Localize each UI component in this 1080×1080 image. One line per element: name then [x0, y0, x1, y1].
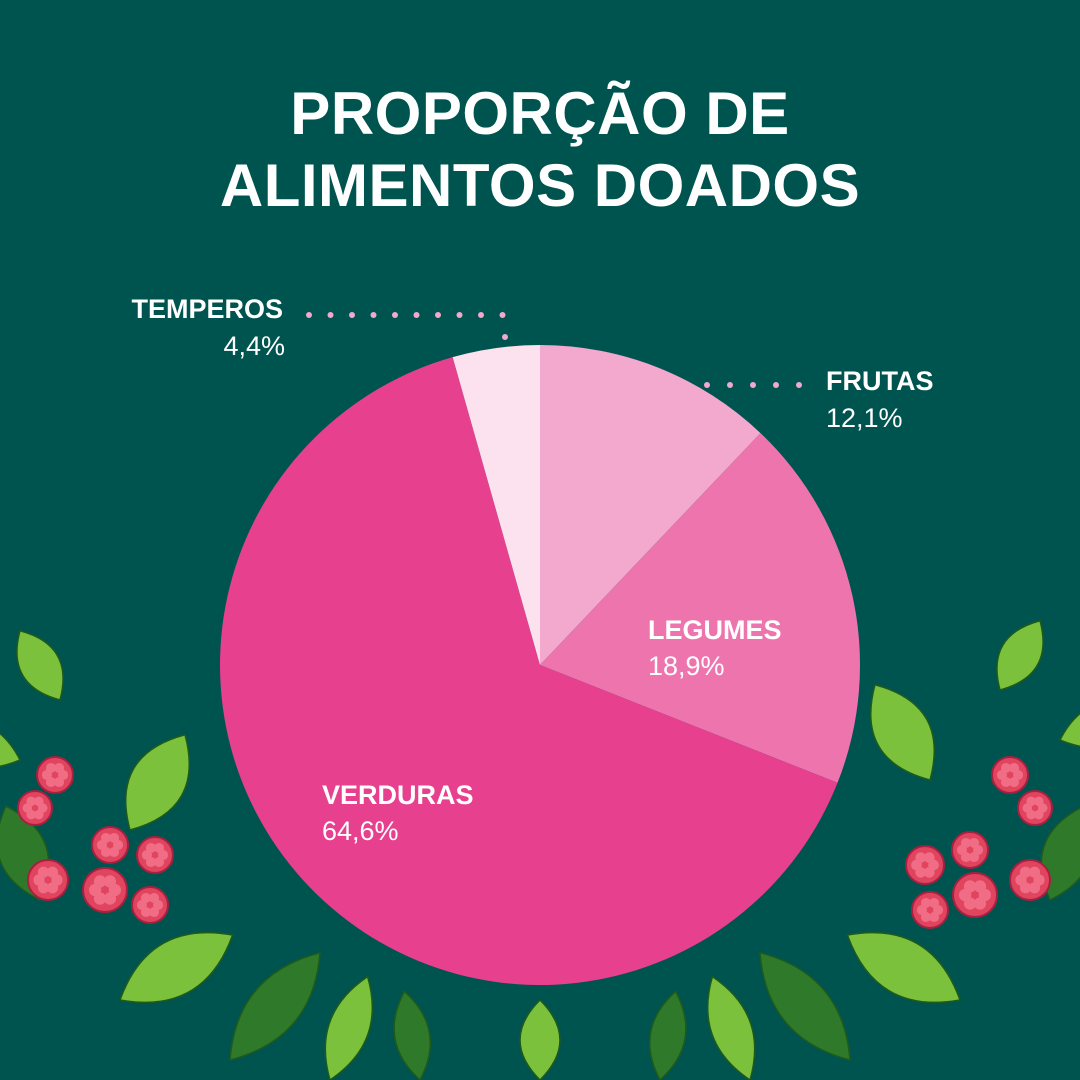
label-frutas: FRUTAS — [826, 366, 934, 396]
label-legumes: LEGUMES — [648, 615, 782, 645]
raspberry-shape — [951, 831, 989, 869]
leaf-shape — [118, 931, 234, 1004]
foliage-decoration — [0, 619, 1080, 1080]
raspberry-shape — [131, 886, 169, 924]
raspberry-shape — [1009, 859, 1051, 901]
leaf-shape — [996, 619, 1044, 691]
raspberry-shape — [82, 867, 128, 913]
pie-slice-frutas — [540, 345, 761, 665]
raspberry-shape — [17, 790, 53, 826]
raspberry-shape — [911, 891, 949, 929]
leaf-shape — [846, 931, 962, 1004]
pie-slices — [220, 345, 861, 986]
raspberry-shape — [991, 756, 1029, 794]
label-temperos: TEMPEROS — [131, 294, 283, 324]
raspberry-shape — [952, 872, 998, 918]
leaf-shape — [1058, 701, 1080, 749]
chart-title-line-1: PROPORÇÃO DE — [290, 80, 790, 147]
leader-frutas — [681, 382, 802, 388]
leaf-shape — [648, 990, 687, 1080]
raspberry-shape — [905, 845, 945, 885]
leaf-shape — [125, 733, 190, 831]
pie-slice-legumes — [540, 433, 861, 783]
leader-lines — [306, 312, 802, 388]
chart-title: PROPORÇÃO DE ALIMENTOS DOADOS — [0, 78, 1080, 222]
value-verduras: 64,6% — [322, 816, 399, 846]
leaf-shape — [229, 951, 321, 1061]
leaf-shape — [0, 721, 22, 769]
leaf-shape — [706, 975, 756, 1080]
leaf-shape — [324, 975, 374, 1080]
leaf-shape — [16, 629, 64, 701]
leaf-shape — [393, 990, 432, 1080]
raspberry-shape — [91, 826, 129, 864]
value-legumes: 18,9% — [648, 651, 725, 681]
leaf-shape — [759, 951, 851, 1061]
raspberry-shape — [36, 756, 74, 794]
pie-slice-temperos — [452, 345, 540, 665]
leader-temperos — [306, 312, 508, 340]
raspberry-shape — [1017, 790, 1053, 826]
leaf-shape — [519, 998, 561, 1080]
value-temperos: 4,4% — [223, 331, 285, 361]
label-verduras: VERDURAS — [322, 780, 474, 810]
leaf-shape — [870, 683, 935, 781]
raspberry-shape — [27, 859, 69, 901]
chart-title-line-2: ALIMENTOS DOADOS — [219, 152, 861, 219]
raspberry-shape — [136, 836, 174, 874]
pie-slice-verduras — [220, 357, 838, 986]
value-frutas: 12,1% — [826, 403, 903, 433]
